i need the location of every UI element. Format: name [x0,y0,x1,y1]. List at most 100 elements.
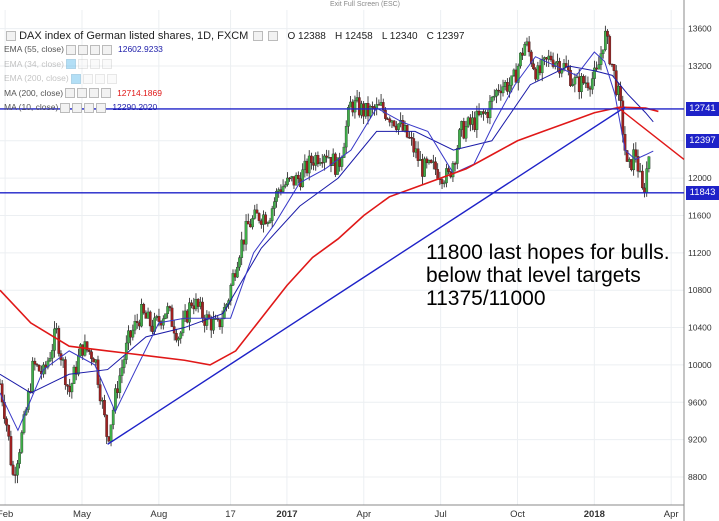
candle-down [606,30,609,37]
close-icon[interactable] [102,44,112,55]
indicator-value: 12714.1869 [117,87,162,98]
candle-down [447,168,450,172]
add-icon[interactable] [90,44,100,55]
add-icon[interactable] [84,102,95,113]
y-tick-label: 11600 [688,210,711,220]
visibility-icon[interactable] [253,31,264,42]
ohlc-open: O 12388 [287,31,326,42]
candle-up [580,76,583,93]
candle-down [566,66,570,71]
candle-down [564,63,568,67]
candle-down [619,85,622,101]
settings-icon[interactable] [82,73,93,84]
series-line [0,106,659,366]
settings-icon[interactable] [72,102,83,113]
candle-up [590,78,594,90]
candle-down [5,418,8,426]
candle-down [255,209,259,214]
candle-down [316,155,320,165]
candle-up [397,123,400,130]
candle-up [508,85,511,92]
candle-up [124,342,128,360]
close-icon[interactable] [106,73,117,84]
x-tick-label: 17 [225,509,236,520]
analysis-annotation: 11800 last hopes for bulls. below that l… [426,241,670,310]
candle-down [384,109,387,119]
candle-up [118,375,122,393]
candle-down [103,400,106,416]
candle-down [641,170,644,189]
eye-icon[interactable] [65,88,76,99]
indicator-label: EMA (34, close) [4,58,64,69]
candle-up [48,358,52,362]
settings-icon[interactable] [78,59,88,70]
add-icon[interactable] [89,88,100,99]
candle-down [105,414,109,437]
indicator-row[interactable]: EMA (200, close) [4,73,123,86]
candle-down [11,464,15,475]
candle-down [614,70,618,95]
candle-up [632,149,636,171]
candle-up [510,75,514,86]
exit-fullscreen-button[interactable]: Exit Full Screen (ESC) [329,1,401,8]
close-icon[interactable] [102,59,112,70]
eye-icon[interactable] [60,102,71,113]
series-line [0,51,654,432]
series-line [0,65,654,394]
candle-up [273,201,276,209]
settings-icon[interactable] [268,31,279,42]
candle-up [475,110,479,130]
candle-up [46,360,50,368]
settings-icon[interactable] [78,44,88,55]
indicator-row[interactable]: EMA (55, close) 12602.9233 [4,44,163,57]
candle-down [63,359,67,385]
candle-up [540,59,544,74]
candle-down [246,221,250,225]
candle-up [604,30,607,50]
indicator-row[interactable]: MA (10, close) 12290.2020 [4,102,157,115]
add-icon[interactable] [90,59,100,70]
indicator-row[interactable]: EMA (34, close) [4,59,118,72]
settings-icon[interactable] [77,88,88,99]
price-tag: 12741 [686,101,719,116]
price-tag: 12397 [686,134,719,149]
close-icon[interactable] [101,88,112,99]
eye-icon[interactable] [70,73,81,84]
candle-down [201,301,204,319]
close-icon[interactable] [96,102,107,113]
eye-icon[interactable] [66,59,76,70]
candle-up [593,67,596,79]
add-icon[interactable] [94,73,105,84]
candle-down [586,82,590,89]
legend-panel: DAX index of German listed shares, 1D, F… [0,0,719,120]
candle-down [320,162,324,164]
candle-down [569,70,572,86]
candle-up [111,409,115,425]
candle-down [87,349,91,352]
candle-up [516,65,520,83]
indicator-row[interactable]: MA (200, close) 12714.1869 [4,88,162,101]
x-tick-label: May [73,509,91,520]
x-tick-label: Oct [510,509,525,520]
candle-down [392,120,396,127]
candle-up [253,209,257,219]
candle-up [77,355,80,375]
candle-up [645,168,649,194]
ohlc-readout: O 12388 H 12458 L 12340 C 12397 [282,30,465,42]
y-tick-label: 13200 [688,61,712,71]
collapse-legend-icon[interactable] [6,31,16,42]
x-tick-label: Aug [150,509,167,520]
eye-icon[interactable] [66,44,76,55]
candle-up [31,360,35,392]
candle-up [236,266,239,278]
candle-down [612,64,616,71]
chart-title: DAX index of German listed shares, 1D, F… [19,30,249,42]
x-tick-label: Jul [435,509,447,520]
candle-down [148,311,152,327]
candle-up [18,452,21,464]
candle-up [597,64,601,70]
candle-up [560,69,564,74]
candle-up [177,338,180,341]
